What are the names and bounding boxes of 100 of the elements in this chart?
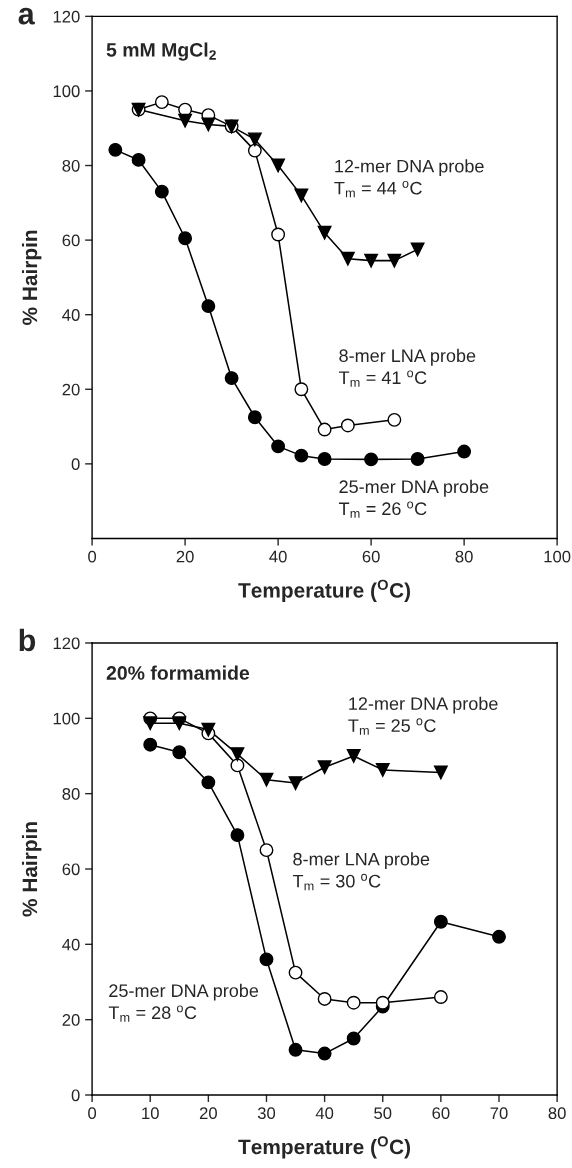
y-tick-label: 60 [62, 863, 80, 876]
point [143, 737, 158, 752]
point [154, 184, 169, 199]
point [201, 775, 216, 790]
point [247, 143, 262, 158]
point [457, 444, 472, 459]
point [346, 1031, 361, 1046]
y-tick-label: 20 [62, 383, 80, 396]
y-axis-title: % Hairpin [21, 230, 42, 325]
x-tick-label: 60 [432, 1107, 450, 1120]
point [317, 992, 332, 1006]
point [410, 452, 425, 466]
point [230, 758, 245, 773]
x-tick-label: 0 [88, 550, 97, 563]
point [317, 422, 332, 437]
x-tick-label: 40 [269, 550, 287, 563]
point [387, 253, 402, 268]
point [108, 142, 123, 157]
annotation: 12-mer DNA probe T$_{m}$ = 44 $^{o}$C [334, 159, 484, 198]
y-tick-label: 120 [53, 637, 80, 650]
y-tick-label: 20 [62, 1014, 80, 1026]
y-tick-label: 60 [62, 234, 80, 247]
point [247, 410, 262, 425]
point [230, 828, 245, 843]
point [131, 152, 146, 167]
point [410, 242, 425, 257]
point [294, 188, 309, 203]
point [259, 843, 274, 858]
y-tick-label: 0 [71, 1089, 80, 1102]
text: 5 mM MgCl$_{2}$ [106, 42, 216, 61]
point [340, 418, 355, 433]
point [201, 117, 216, 132]
point [294, 448, 309, 463]
point [154, 95, 169, 110]
y-tick-label: 100 [53, 85, 80, 98]
annotation: 8-mer LNA probe T$_{m}$ = 30 $^{o}$C [292, 852, 430, 891]
point [346, 995, 361, 1010]
x-tick-label: 50 [374, 1107, 392, 1120]
point [271, 439, 286, 454]
text: b [19, 628, 36, 652]
y-tick-label: 40 [62, 938, 80, 951]
x-tick-label: 10 [142, 1107, 159, 1120]
point [201, 299, 216, 314]
annotation: 12-mer DNA probe T$_{m}$ = 25 $^{o}$C [348, 696, 498, 735]
point [346, 749, 361, 763]
x-tick-label: 30 [257, 1107, 276, 1120]
point [364, 253, 379, 268]
point [294, 382, 309, 397]
point [178, 113, 193, 128]
x-tick-label: 60 [362, 550, 380, 563]
point [317, 452, 332, 466]
point [247, 132, 262, 147]
point [433, 765, 448, 780]
point [201, 722, 216, 737]
point [433, 914, 448, 929]
point [288, 1042, 303, 1057]
point [288, 776, 303, 791]
x-tick-label: 80 [455, 550, 473, 563]
point [340, 251, 355, 266]
point [317, 225, 332, 240]
point [375, 762, 390, 777]
point [288, 965, 303, 980]
point [492, 929, 506, 944]
point [271, 158, 286, 173]
point [387, 412, 402, 427]
point [259, 952, 274, 967]
x-tick-label: 100 [544, 550, 571, 563]
y-tick-label: 80 [62, 788, 80, 800]
x-axis-title: Temperature ($^{O}$C) [238, 579, 411, 602]
point [143, 716, 158, 731]
x-tick-label: 80 [548, 1107, 566, 1120]
point [317, 760, 332, 775]
point [433, 990, 448, 1005]
y-tick-label: 120 [53, 10, 80, 23]
x-axis-title: Temperature ($^{O}$C) [238, 1136, 411, 1159]
y-tick-label: 80 [62, 159, 80, 172]
x-tick-label: 20 [199, 1107, 217, 1120]
text: a [18, 7, 35, 25]
point [230, 747, 245, 762]
y-tick-label: 0 [71, 458, 80, 471]
annotation: 25-mer DNA probe T$_{m}$ = 26 $^{o}$C [338, 479, 489, 518]
point [178, 231, 193, 246]
x-tick-label: 70 [490, 1107, 508, 1120]
x-tick-label: 40 [315, 1107, 334, 1120]
point [172, 716, 187, 731]
y-axis-title: % Hairpin [21, 822, 42, 917]
x-tick-label: 0 [88, 1107, 97, 1120]
point [271, 227, 286, 242]
point [364, 452, 379, 467]
point [317, 1046, 332, 1061]
annotation: 25-mer DNA probe T$_{m}$ = 28 $^{o}$C [108, 983, 259, 1022]
text: 20% formamide [106, 665, 250, 680]
point [259, 772, 274, 787]
point [172, 745, 187, 760]
y-tick-label: 40 [62, 309, 80, 321]
point [375, 995, 390, 1010]
y-tick-label: 100 [53, 712, 80, 725]
x-tick-label: 20 [176, 550, 194, 563]
annotation: 8-mer LNA probe T$_{m}$ = 41 $^{o}$C [338, 348, 476, 387]
point [224, 371, 239, 386]
